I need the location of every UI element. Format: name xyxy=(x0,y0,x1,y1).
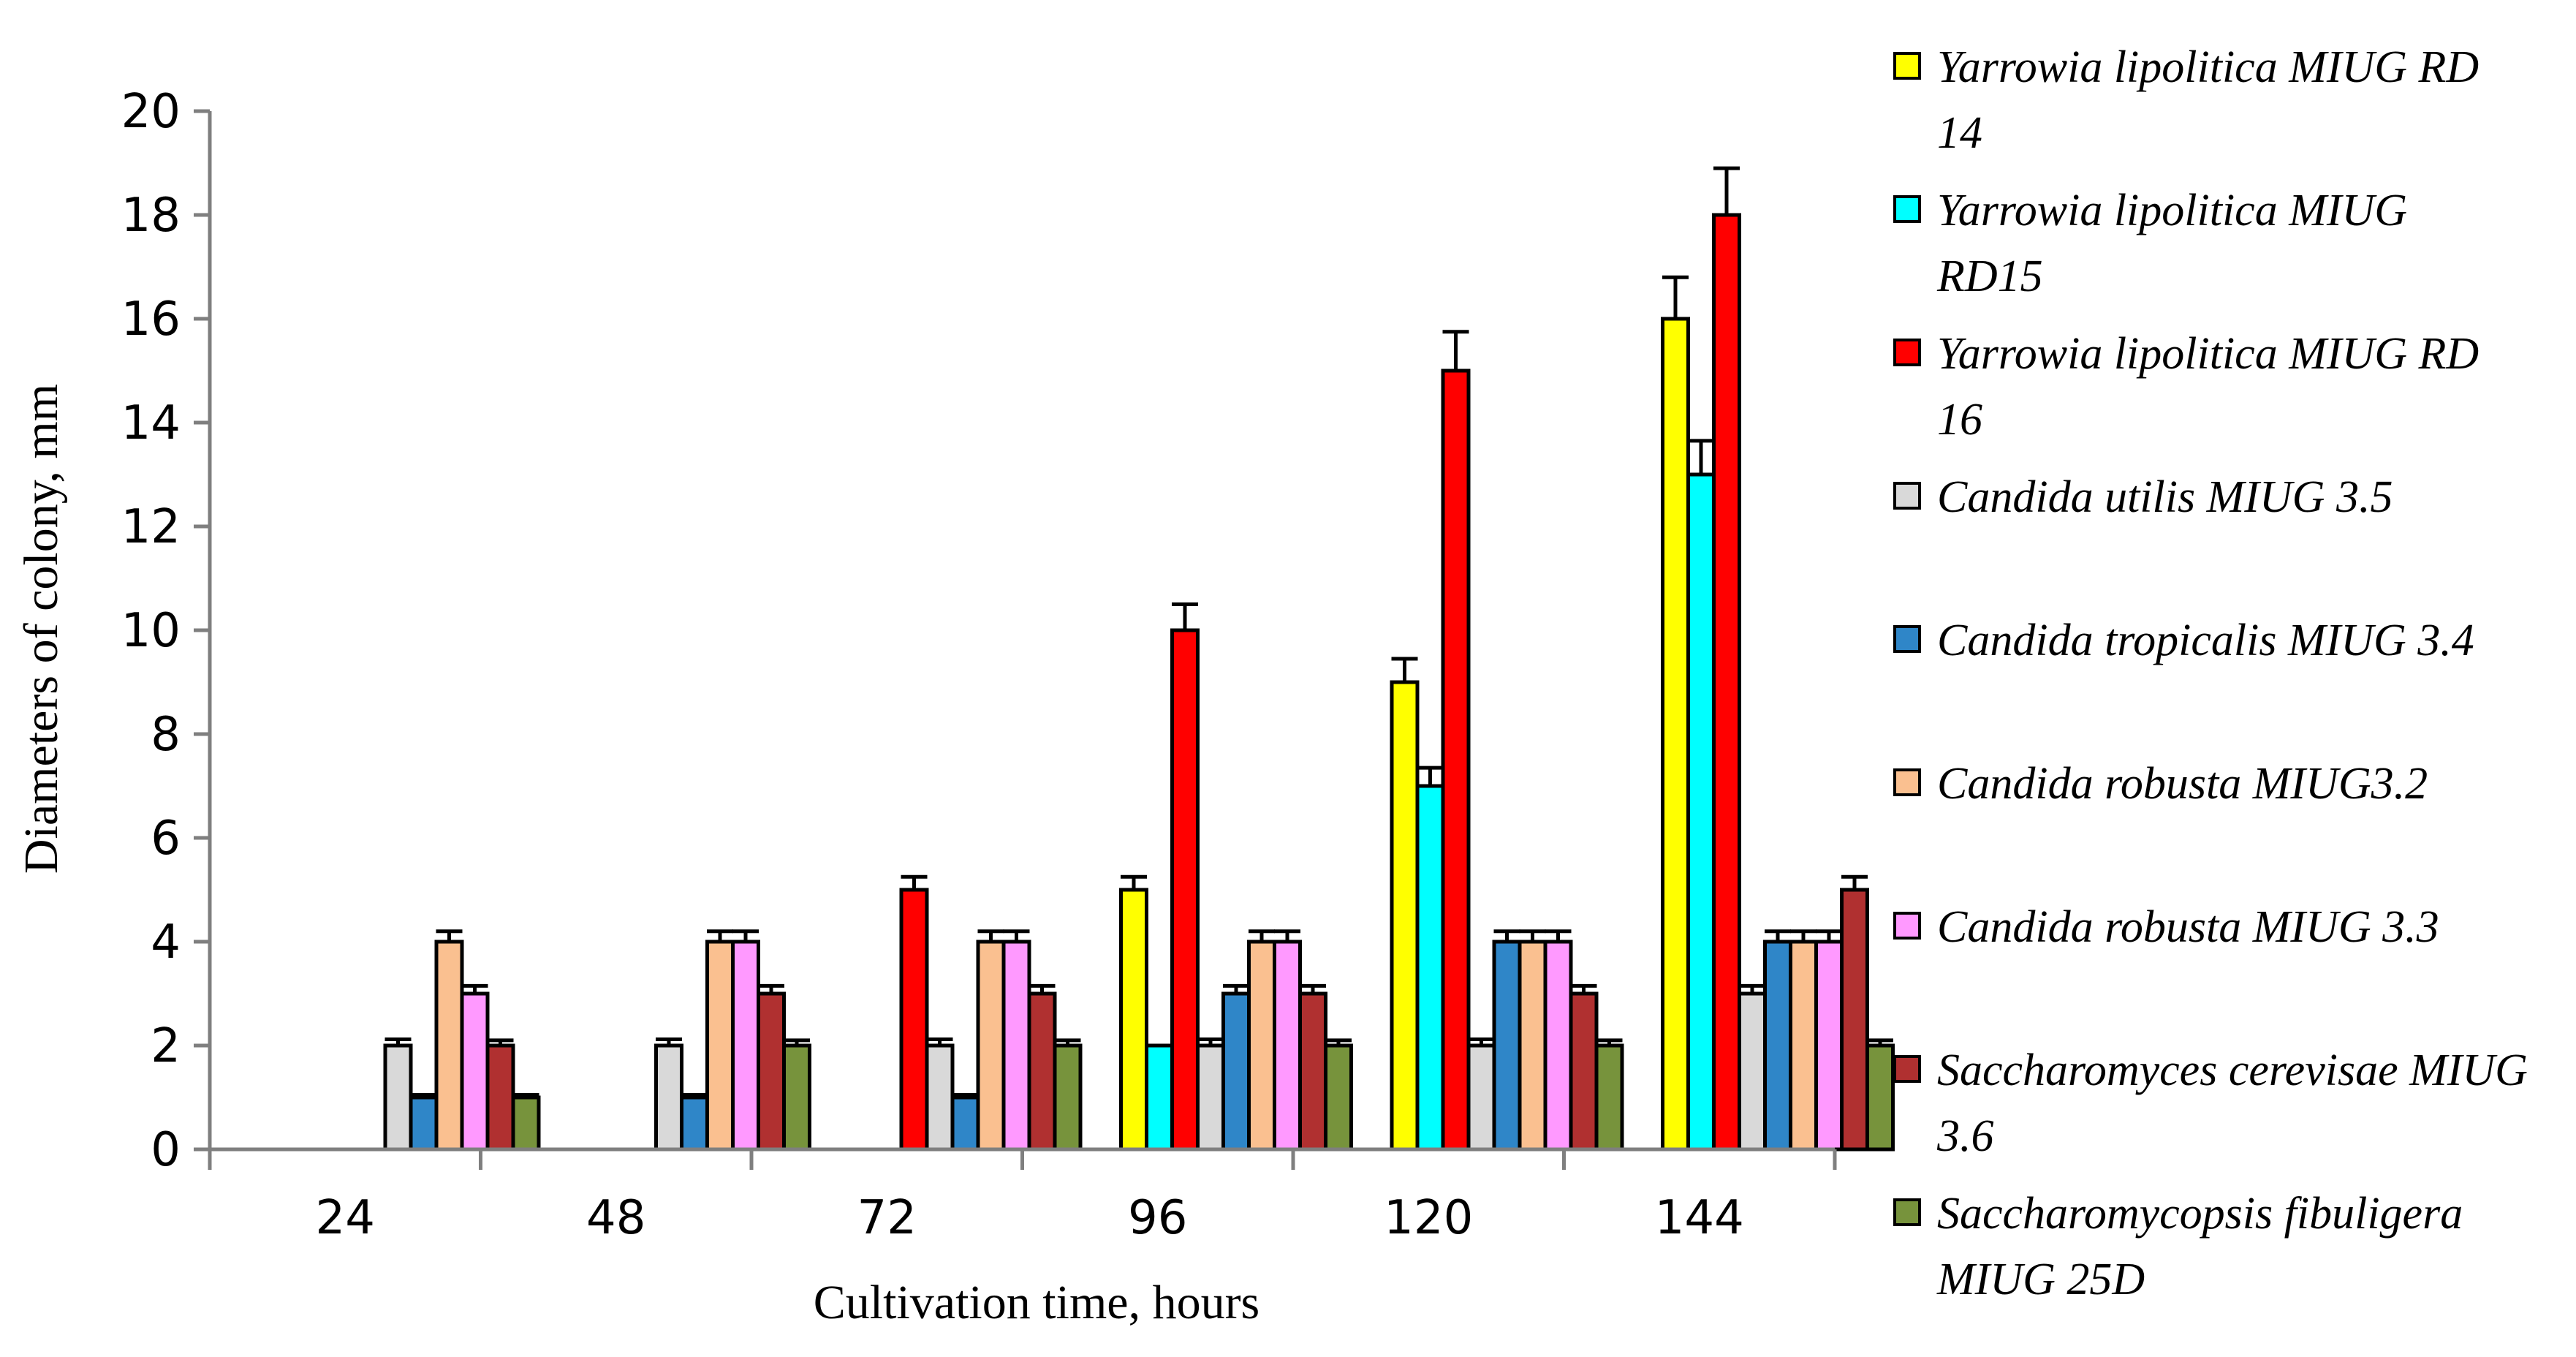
x-tick-label: 144 xyxy=(1655,1191,1744,1245)
legend-swatch xyxy=(1893,482,1921,510)
bar xyxy=(1119,888,1148,1152)
legend-swatch xyxy=(1893,1055,1921,1083)
bar xyxy=(1221,991,1251,1152)
bar xyxy=(899,888,929,1152)
y-tick-label: 8 xyxy=(151,708,181,762)
bar xyxy=(705,940,735,1152)
bar xyxy=(1001,940,1031,1152)
bar xyxy=(950,1095,980,1152)
bar xyxy=(485,1043,515,1152)
legend-label: RD15 xyxy=(1936,252,2043,301)
legend-swatch xyxy=(1893,912,1921,940)
bar xyxy=(1840,888,1869,1152)
x-tick-label: 72 xyxy=(857,1191,917,1245)
x-tick-label: 120 xyxy=(1384,1191,1473,1245)
legend-label: 14 xyxy=(1937,108,1982,158)
bar xyxy=(1145,1043,1174,1152)
x-tick-label: 96 xyxy=(1128,1191,1187,1245)
legend-label: 3.6 xyxy=(1936,1111,1994,1161)
legend-swatch xyxy=(1893,768,1921,796)
bar xyxy=(1324,1043,1353,1152)
legend-label: MIUG 25D xyxy=(1936,1255,2145,1304)
legend-label: Candida robusta MIUG3.2 xyxy=(1937,759,2428,809)
y-tick-label: 2 xyxy=(151,1019,181,1073)
legend-swatch xyxy=(1893,52,1921,80)
y-tick-label: 4 xyxy=(151,915,181,969)
y-tick-label: 14 xyxy=(121,396,181,450)
x-tick-label: 48 xyxy=(586,1191,645,1245)
bar xyxy=(680,1095,709,1152)
bar xyxy=(1298,991,1327,1152)
bar xyxy=(1543,940,1573,1152)
bar xyxy=(1170,628,1200,1152)
y-tick-label: 20 xyxy=(121,85,181,139)
legend-label: 16 xyxy=(1937,395,1982,445)
bar xyxy=(1273,940,1302,1152)
bar xyxy=(460,991,490,1152)
bar xyxy=(1492,940,1522,1152)
x-tick-label: 24 xyxy=(316,1191,375,1245)
bar xyxy=(1053,1043,1083,1152)
y-tick-label: 10 xyxy=(121,604,181,658)
bar xyxy=(1247,940,1276,1152)
bar xyxy=(1763,940,1792,1152)
bar xyxy=(511,1095,541,1152)
bar xyxy=(1865,1043,1895,1152)
x-axis-title: Cultivation time, hours xyxy=(814,1276,1259,1329)
bar xyxy=(1415,784,1445,1152)
legend-label: Saccharomycopsis fibuligera xyxy=(1937,1189,2463,1239)
legend-label: Yarrowia lipolitica MIUG xyxy=(1937,186,2407,235)
bar xyxy=(1686,472,1716,1152)
bar xyxy=(654,1043,683,1152)
plot-area xyxy=(383,166,1895,1152)
y-tick-label: 18 xyxy=(121,189,181,243)
bar xyxy=(1789,940,1818,1152)
y-tick-label: 16 xyxy=(121,292,181,347)
bar xyxy=(1196,1043,1225,1152)
bar xyxy=(731,940,760,1152)
y-tick-label: 6 xyxy=(151,812,181,866)
bar xyxy=(1712,213,1741,1152)
bar xyxy=(925,1043,955,1152)
legend-label: Candida tropicalis MIUG 3.4 xyxy=(1937,616,2474,665)
bar xyxy=(757,991,786,1152)
bar xyxy=(782,1043,811,1152)
legend-label: Saccharomyces cerevisae MIUG xyxy=(1937,1046,2528,1095)
bar xyxy=(1814,940,1844,1152)
legend-swatch xyxy=(1893,195,1921,223)
legend-swatch xyxy=(1893,339,1921,366)
bar xyxy=(383,1043,413,1152)
legend-swatch xyxy=(1893,1198,1921,1226)
legend-label: Candida utilis MIUG 3.5 xyxy=(1937,472,2393,522)
bar xyxy=(976,940,1006,1152)
bar xyxy=(409,1095,439,1152)
y-tick-label: 12 xyxy=(121,500,181,554)
bar xyxy=(434,940,464,1152)
legend: Yarrowia lipolitica MIUG RD 14 Yarrowia li… xyxy=(1893,42,2528,1304)
y-tick-label: 0 xyxy=(151,1123,181,1177)
bar xyxy=(1661,317,1690,1152)
bar xyxy=(1441,368,1471,1152)
legend-label: Yarrowia lipolitica MIUG RD xyxy=(1937,42,2479,92)
bar xyxy=(1027,991,1057,1152)
bar xyxy=(1390,680,1420,1152)
legend-swatch xyxy=(1893,625,1921,653)
bar xyxy=(1466,1043,1496,1152)
y-axis-title: Diameters of colony, mm xyxy=(15,384,68,874)
bar xyxy=(1594,1043,1624,1152)
bar xyxy=(1738,991,1767,1152)
legend-label: Yarrowia lipolitica MIUG RD xyxy=(1937,329,2479,379)
legend-label: Candida robusta MIUG 3.3 xyxy=(1937,902,2439,952)
bar xyxy=(1569,991,1599,1152)
bar xyxy=(1518,940,1548,1152)
